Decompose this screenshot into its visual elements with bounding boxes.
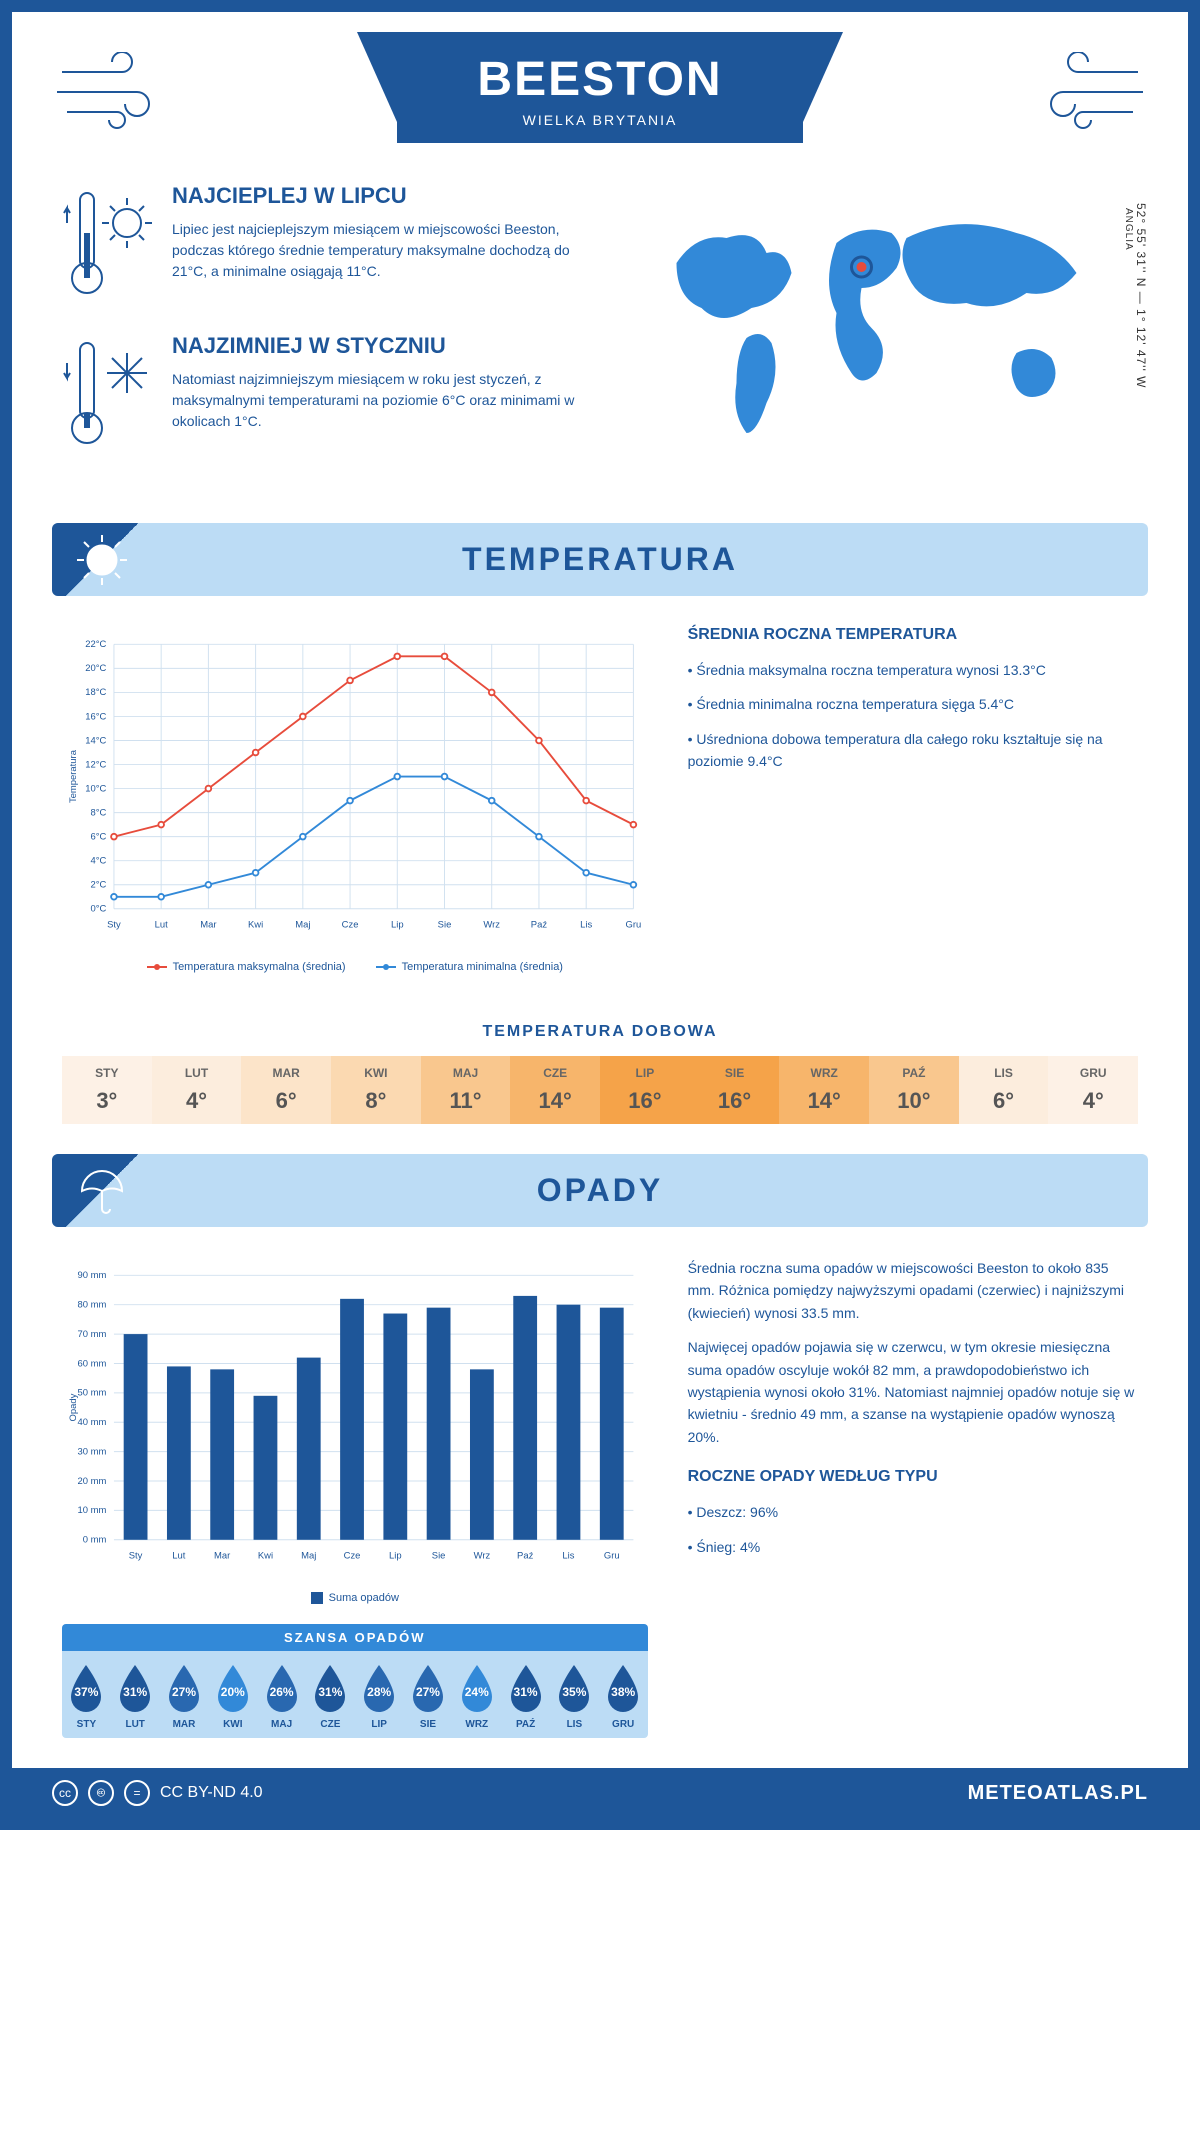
precip-heading: OPADY (52, 1172, 1148, 1209)
svg-text:4°C: 4°C (91, 856, 107, 867)
svg-text:Cze: Cze (344, 1551, 361, 1562)
precip-bar-chart: 0 mm 10 mm 20 mm 30 mm 40 mm 50 mm 60 mm 70 mm 8… (62, 1257, 648, 1577)
precip-type-heading: ROCZNE OPADY WEDŁUG TYPU (688, 1468, 1138, 1486)
svg-text:Kwi: Kwi (258, 1551, 273, 1562)
avg-temp-bullets: • Średnia maksymalna roczna temperatura … (688, 659, 1138, 773)
sun-icon (72, 530, 132, 590)
avg-temp-heading: ŚREDNIA ROCZNA TEMPERATURA (688, 626, 1138, 644)
svg-text:Gru: Gru (626, 920, 642, 931)
svg-text:Kwi: Kwi (248, 920, 263, 931)
svg-text:Cze: Cze (342, 920, 359, 931)
wind-icon-left (52, 52, 172, 132)
svg-text:Gru: Gru (604, 1551, 620, 1562)
svg-text:Lis: Lis (562, 1551, 574, 1562)
daily-temp-heading: TEMPERATURA DOBOWA (12, 1023, 1188, 1041)
svg-text:20 mm: 20 mm (78, 1476, 107, 1487)
precip-legend-label: Suma opadów (329, 1592, 399, 1604)
infographic-page: BEESTON WIELKA BRYTANIA NAJCIEPLEJ W LIP… (0, 0, 1200, 1830)
temperature-heading: TEMPERATURA (52, 541, 1148, 578)
svg-text:Lip: Lip (391, 920, 404, 931)
precip-content: 0 mm 10 mm 20 mm 30 mm 40 mm 50 mm 60 mm 70 mm 8… (12, 1227, 1188, 1768)
svg-text:50 mm: 50 mm (78, 1388, 107, 1399)
coldest-text: Natomiast najzimniejszym miesiącem w rok… (172, 369, 585, 432)
svg-text:Maj: Maj (295, 920, 310, 931)
svg-text:60 mm: 60 mm (78, 1358, 107, 1369)
svg-text:Sie: Sie (438, 920, 452, 931)
svg-text:Lip: Lip (389, 1551, 402, 1562)
warmest-title: NAJCIEPLEJ W LIPCU (172, 183, 585, 209)
svg-text:Paź: Paź (517, 1551, 534, 1562)
svg-text:30 mm: 30 mm (78, 1446, 107, 1457)
svg-text:0°C: 0°C (91, 904, 107, 915)
cc-icon: cc (52, 1780, 78, 1806)
thermometer-hot-icon (62, 183, 152, 303)
svg-text:Maj: Maj (301, 1551, 316, 1562)
svg-text:Lis: Lis (580, 920, 592, 931)
svg-text:20°C: 20°C (85, 663, 106, 674)
legend-max-label: Temperatura maksymalna (średnia) (173, 961, 346, 973)
svg-text:22°C: 22°C (85, 639, 106, 650)
warmest-block: NAJCIEPLEJ W LIPCU Lipiec jest najcieple… (62, 183, 585, 303)
footer: cc 🅭 = CC BY-ND 4.0 METEOATLAS.PL (12, 1768, 1188, 1818)
svg-text:10 mm: 10 mm (78, 1505, 107, 1516)
license-text: CC BY-ND 4.0 (160, 1784, 263, 1802)
chance-panel: SZANSA OPADÓW 37% STY 31% LUT 27% MAR (62, 1624, 648, 1738)
svg-text:Paź: Paź (531, 920, 548, 931)
precip-header: OPADY (52, 1154, 1148, 1227)
chance-heading: SZANSA OPADÓW (62, 1624, 648, 1651)
svg-text:Temperatura: Temperatura (68, 749, 79, 803)
title-ribbon: BEESTON WIELKA BRYTANIA (397, 32, 802, 143)
svg-text:Mar: Mar (214, 1551, 230, 1562)
page-title: BEESTON (477, 52, 722, 107)
svg-text:90 mm: 90 mm (78, 1270, 107, 1281)
legend-min-label: Temperatura minimalna (średnia) (402, 961, 563, 973)
svg-text:0 mm: 0 mm (83, 1535, 107, 1546)
wind-icon-right (1028, 52, 1148, 132)
svg-text:2°C: 2°C (91, 880, 107, 891)
svg-text:Sty: Sty (107, 920, 121, 931)
precip-para2: Najwięcej opadów pojawia się w czerwcu, … (688, 1336, 1138, 1448)
svg-text:Lut: Lut (172, 1551, 185, 1562)
svg-text:Lut: Lut (155, 920, 168, 931)
page-subtitle: WIELKA BRYTANIA (477, 112, 722, 128)
umbrella-icon (72, 1161, 132, 1221)
svg-text:18°C: 18°C (85, 687, 106, 698)
svg-text:70 mm: 70 mm (78, 1329, 107, 1340)
header-banner: BEESTON WIELKA BRYTANIA (12, 12, 1188, 143)
svg-text:Mar: Mar (200, 920, 216, 931)
by-icon: 🅭 (88, 1780, 114, 1806)
brand-text: METEOATLAS.PL (968, 1782, 1148, 1805)
svg-text:8°C: 8°C (91, 807, 107, 818)
svg-text:14°C: 14°C (85, 735, 106, 746)
svg-text:40 mm: 40 mm (78, 1417, 107, 1428)
coldest-block: NAJZIMNIEJ W STYCZNIU Natomiast najzimni… (62, 333, 585, 453)
daily-temp-heatmap: STY3°LUT4°MAR6°KWI8°MAJ11°CZE14°LIP16°SI… (62, 1056, 1138, 1124)
coldest-title: NAJZIMNIEJ W STYCZNIU (172, 333, 585, 359)
temperature-content: 0°C 2°C 4°C 6°C 8°C 10°C 12°C 14°C 16°C 18°C 20°C 2… (12, 596, 1188, 1003)
coordinates: 52° 55' 31'' N — 1° 12' 47'' W ANGLIA (1123, 203, 1148, 388)
svg-text:Opady: Opady (68, 1393, 79, 1421)
precip-para1: Średnia roczna suma opadów w miejscowośc… (688, 1257, 1138, 1324)
svg-text:6°C: 6°C (91, 831, 107, 842)
temperature-line-chart: 0°C 2°C 4°C 6°C 8°C 10°C 12°C 14°C 16°C 18°C 20°C 2… (62, 626, 648, 946)
svg-text:Wrz: Wrz (483, 920, 500, 931)
svg-text:10°C: 10°C (85, 783, 106, 794)
temperature-header: TEMPERATURA (52, 523, 1148, 596)
warmest-text: Lipiec jest najcieplejszym miesiącem w m… (172, 219, 585, 282)
nd-icon: = (124, 1780, 150, 1806)
svg-text:80 mm: 80 mm (78, 1300, 107, 1311)
temp-legend: Temperatura maksymalna (średnia) Tempera… (62, 961, 648, 973)
svg-text:Sty: Sty (129, 1551, 143, 1562)
world-map (615, 183, 1138, 463)
thermometer-cold-icon (62, 333, 152, 453)
svg-text:16°C: 16°C (85, 711, 106, 722)
svg-text:12°C: 12°C (85, 759, 106, 770)
precip-type-bullets: • Deszcz: 96%• Śnieg: 4% (688, 1501, 1138, 1558)
svg-text:Sie: Sie (432, 1551, 446, 1562)
svg-text:Wrz: Wrz (474, 1551, 491, 1562)
precip-legend: Suma opadów (62, 1592, 648, 1604)
intro-row: NAJCIEPLEJ W LIPCU Lipiec jest najcieple… (12, 143, 1188, 503)
